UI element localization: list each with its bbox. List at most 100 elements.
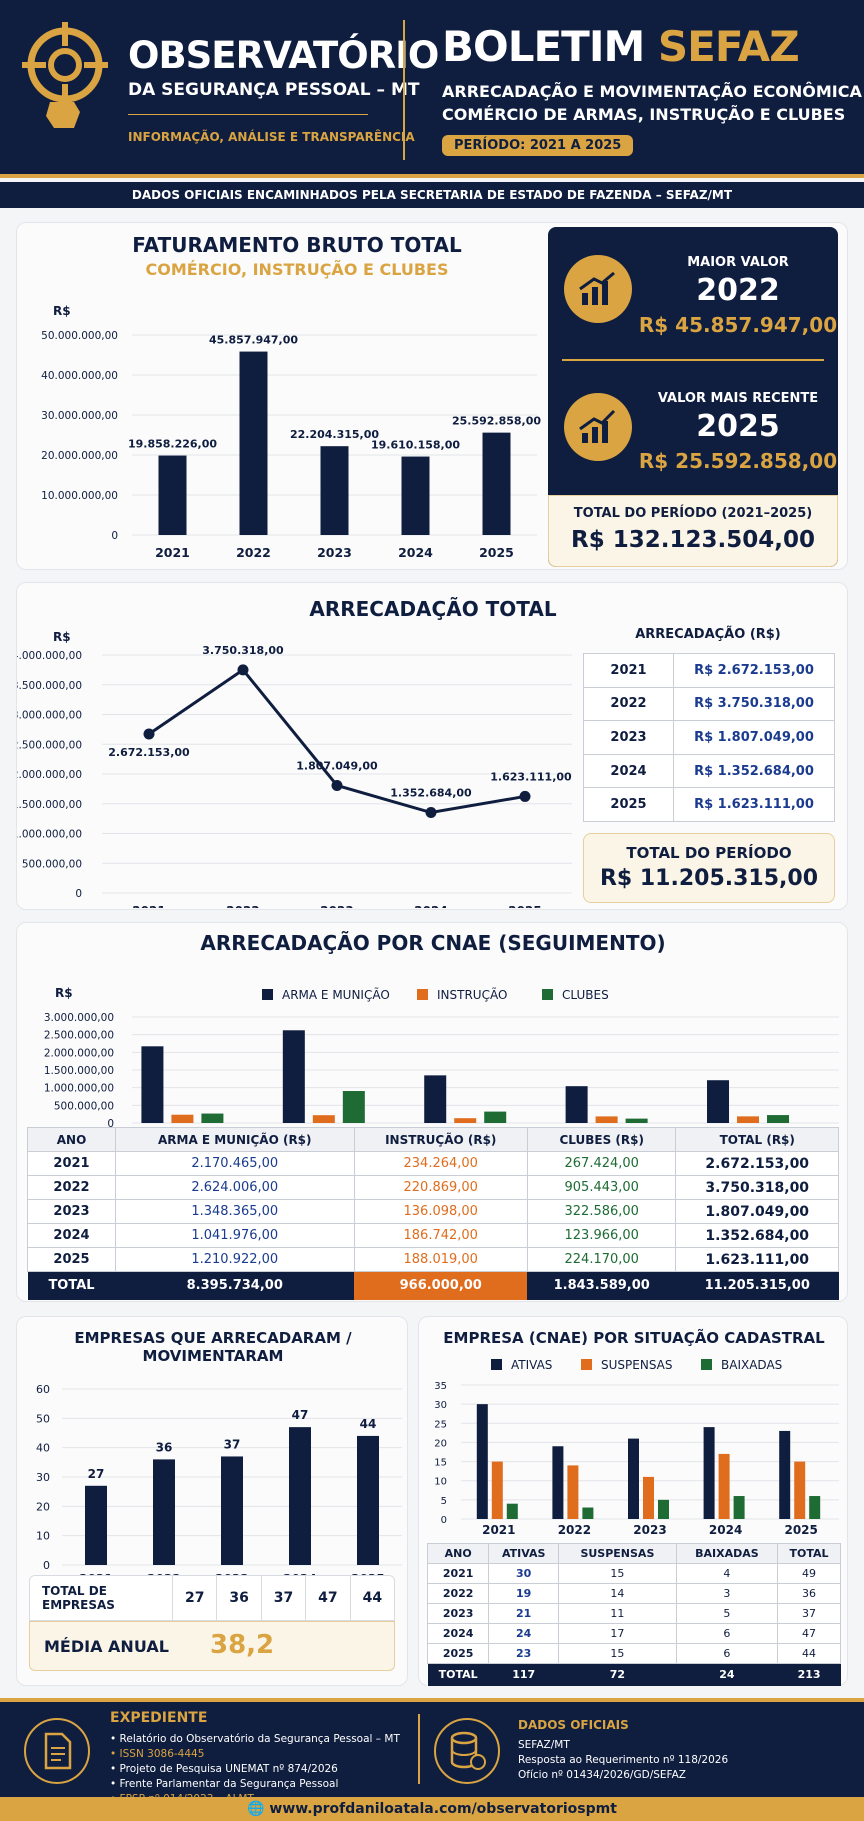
- y-tick-label: 1.000.000,00: [17, 829, 82, 841]
- data-label: 44: [360, 1417, 377, 1431]
- empresas-total-2024: 47: [305, 1576, 349, 1620]
- table-row: 2021 30 15 4 49: [426, 1563, 841, 1584]
- recent-year: 2025: [696, 409, 780, 444]
- table-cell: 2025: [27, 1247, 116, 1272]
- arrecadacao-total-value: R$ 11.205.315,00: [599, 866, 819, 891]
- table-cell: 2021: [426, 1563, 490, 1584]
- table-cell: TOTAL: [27, 1271, 116, 1300]
- situacao-card: EMPRESA (CNAE) POR SITUAÇÃO CADASTRAL 0 5…: [418, 1316, 848, 1686]
- footer-divider: [418, 1714, 420, 1784]
- table-row: 2022 2.624.006,00 220.869,00 905.443,00 3.75…: [27, 1175, 839, 1200]
- table-cell: 136.098,00: [353, 1199, 528, 1224]
- table-cell: TOTAL: [427, 1663, 489, 1686]
- bar-2021-2: [506, 1503, 518, 1519]
- table-cell: 14: [558, 1583, 677, 1604]
- table-cell: 234.264,00: [353, 1151, 528, 1176]
- data-label: 1.807.049,00: [296, 759, 378, 772]
- table-cell: 2024: [27, 1223, 116, 1248]
- expediente-line: • Projeto de Pesquisa UNEMAT nº 874/2026: [110, 1763, 338, 1775]
- x-tick-label: 2025: [508, 904, 541, 908]
- table-cell: 966.000,00: [354, 1271, 528, 1300]
- table-cell: ANO: [27, 1127, 116, 1152]
- table-row: 2021 R$ 2.672.153,00: [583, 653, 835, 688]
- boletim-title: BOLETIM SEFAZ: [442, 22, 800, 71]
- table-row: 2021 2.170.465,00 234.264,00 267.424,00 2.67…: [27, 1151, 839, 1176]
- bar-2024-0: [565, 1086, 588, 1123]
- y-axis-label: R$: [53, 630, 71, 644]
- table-cell: 2021: [583, 653, 674, 688]
- empresas-total-2023: 37: [260, 1576, 305, 1620]
- point-2024: [425, 807, 437, 819]
- table-cell: ANO: [426, 1543, 490, 1564]
- highlight-divider: [562, 359, 824, 361]
- data-label: 27: [88, 1467, 105, 1481]
- table-cell: 2024: [583, 753, 674, 789]
- y-tick-label: 0: [107, 1118, 114, 1130]
- data-label: 25.592.858,00: [452, 415, 541, 428]
- table-cell: 6: [675, 1643, 779, 1664]
- table-cell: 1.623.111,00: [675, 1247, 839, 1272]
- y-tick-label: 2.500.000,00: [17, 739, 82, 751]
- bar-2023-2: [484, 1111, 507, 1123]
- bar-2021-1: [171, 1114, 194, 1123]
- bar-2022-2: [342, 1091, 365, 1123]
- y-tick-label: 50.000.000,00: [41, 330, 118, 342]
- legend-swatch: [701, 1359, 712, 1370]
- arrecadacao-table: 2021 R$ 2.672.153,00 2022 R$ 3.750.318,00 20…: [583, 653, 835, 822]
- table-cell: 186.742,00: [353, 1223, 528, 1248]
- bar-2025-0: [779, 1430, 791, 1519]
- bar-2022-1: [567, 1465, 579, 1519]
- point-2023: [331, 779, 343, 791]
- x-tick-label: 2021: [482, 1523, 515, 1537]
- table-row: 2024 1.041.976,00 186.742,00 123.966,00 1.35…: [27, 1223, 839, 1248]
- faturamento-title: FATURAMENTO BRUTO TOTAL: [132, 233, 462, 257]
- cnae-card: ARRECADAÇÃO POR CNAE (SEGUIMENTO) 0 500.0…: [16, 922, 848, 1302]
- table-row: 2023 R$ 1.807.049,00: [583, 720, 835, 755]
- table-cell: 322.586,00: [526, 1199, 677, 1224]
- total-value: R$ 132.123.504,00: [571, 527, 815, 553]
- point-2025: [519, 790, 531, 802]
- bar-2025-1: [794, 1461, 806, 1519]
- header-subtitle-2: COMÉRCIO DE ARMAS, INSTRUÇÃO E CLUBES: [442, 105, 846, 124]
- empresas-total-2021: 27: [172, 1576, 216, 1620]
- x-tick-label: 2025: [784, 1523, 817, 1537]
- table-cell: 1.210.922,00: [115, 1247, 355, 1272]
- situacao-title: EMPRESA (CNAE) POR SITUAÇÃO CADASTRAL: [443, 1329, 825, 1347]
- brand-divider: [128, 114, 368, 115]
- table-cell: 2022: [583, 686, 674, 722]
- table-cell: 47: [777, 1623, 841, 1644]
- table-cell: ARMA E MUNIÇÃO (R$): [115, 1127, 355, 1152]
- bar-2025-0: [707, 1080, 730, 1123]
- y-tick-label: 1.500.000,00: [44, 1065, 114, 1077]
- x-tick-label: 2023: [317, 545, 352, 560]
- globe-icon: 🌐: [247, 1801, 265, 1817]
- max-value: R$ 45.857.947,00: [638, 313, 838, 337]
- dados-line: Resposta ao Requerimento nº 118/2026: [518, 1754, 729, 1766]
- bar-2024-1: [718, 1453, 730, 1519]
- y-tick-label: 10: [434, 1477, 447, 1488]
- table-cell: TOTAL: [777, 1543, 841, 1564]
- situacao-table: ANO ATIVAS SUSPENSAS BAIXADAS TOTAL 2021 30 15 4…: [426, 1543, 841, 1686]
- table-cell: 2.170.465,00: [115, 1151, 355, 1176]
- legend-label: ATIVAS: [511, 1358, 552, 1372]
- bar-2024-2: [733, 1496, 745, 1519]
- max-label: MAIOR VALOR: [687, 255, 789, 270]
- table-cell: 213: [777, 1663, 841, 1686]
- table-cell: 11.205.315,00: [675, 1271, 839, 1300]
- bar-2021-0: [476, 1404, 488, 1519]
- bar-2023-0: [628, 1438, 639, 1519]
- legend-swatch: [542, 989, 553, 1000]
- data-label: 3.750.318,00: [202, 644, 284, 657]
- table-cell: 1.807.049,00: [675, 1199, 839, 1224]
- table-cell: 267.424,00: [526, 1151, 677, 1176]
- table-cell: 2023: [583, 720, 674, 755]
- document-icon: [24, 1718, 90, 1784]
- y-tick-label: 3.000.000,00: [17, 710, 82, 722]
- site-link[interactable]: www.profdaniloatala.com/observatoriospmt: [269, 1801, 617, 1817]
- expediente-line: • Frente Parlamentar da Segurança Pessoa…: [110, 1778, 339, 1790]
- faturamento-chart: 0 10.000.000,00 20.000.000,00 30.000.000,00…: [41, 304, 541, 560]
- y-tick-label: 20: [36, 1500, 50, 1513]
- table-cell: 24: [676, 1663, 778, 1686]
- table-row: 2023 1.348.365,00 136.098,00 322.586,00 1.80…: [27, 1199, 839, 1224]
- table-row: 2025 R$ 1.623.111,00: [583, 787, 835, 822]
